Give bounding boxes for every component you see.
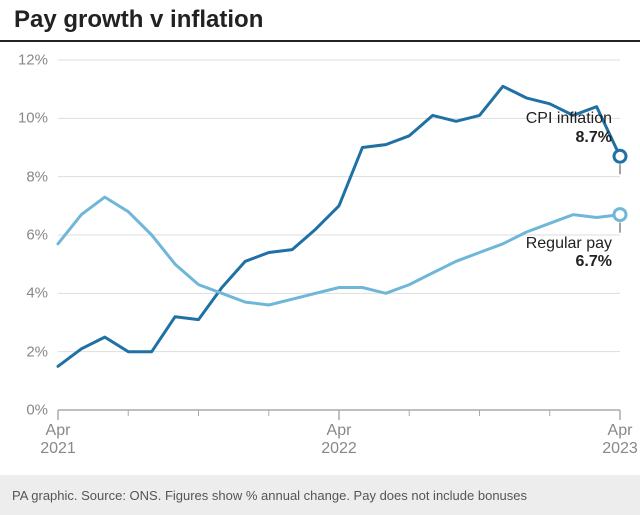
y-tick-label: 6% (8, 227, 48, 244)
x-tick-label: Apr2022 (321, 422, 357, 459)
series-end-marker-cpi (614, 150, 626, 162)
y-tick-label: 12% (8, 52, 48, 69)
x-tick-label: Apr2021 (40, 422, 76, 459)
chart-area: 0% 2% 4% 6% 8% 10% 12% Apr2021 Apr2022 Apr2023 CPI… (0, 42, 640, 472)
source-text: PA graphic. Source: ONS. Figures show % … (12, 488, 527, 503)
figure: Pay growth v inflation 0% 2% 4% 6% 8% 10% 12% A… (0, 0, 640, 515)
y-tick-label: 10% (8, 110, 48, 127)
series-label-regular-pay: Regular pay6.7% (526, 235, 612, 272)
y-tick-label: 4% (8, 285, 48, 302)
series-label-cpi: CPI inflation8.7% (526, 110, 612, 147)
y-tick-label: 2% (8, 343, 48, 360)
source-footer: PA graphic. Source: ONS. Figures show % … (0, 475, 640, 515)
y-tick-label: 0% (8, 402, 48, 419)
chart-title: Pay growth v inflation (14, 6, 263, 34)
x-tick-label: Apr2023 (602, 422, 638, 459)
y-tick-label: 8% (8, 168, 48, 185)
series-end-marker-regular-pay (614, 209, 626, 221)
